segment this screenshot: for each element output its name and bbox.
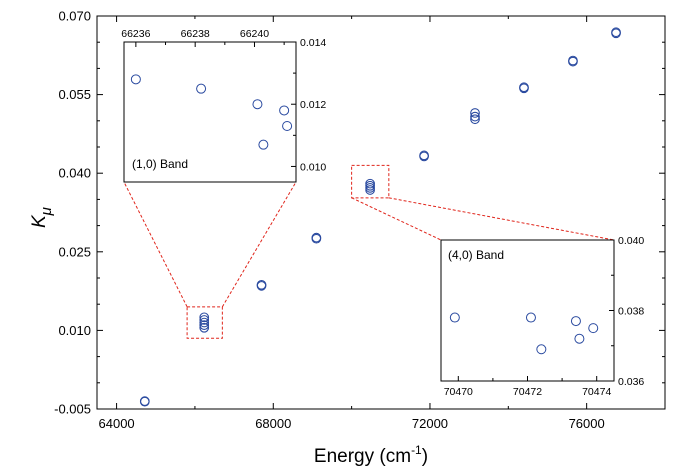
inset-x-tick-label: 66240 xyxy=(240,28,269,40)
data-point xyxy=(139,396,150,407)
inset-data-point xyxy=(525,312,536,323)
data-point xyxy=(199,312,210,323)
inset-y-tick-label: 0.012 xyxy=(300,99,326,111)
inset-data-point xyxy=(252,99,263,110)
inset-data-point xyxy=(574,333,585,344)
inset-y-tick-label: 0.014 xyxy=(300,37,326,49)
inset-4-0-band: 70470 70472 70474 0.036 0.038 0.040 (4,0) Band xyxy=(351,164,644,398)
data-point xyxy=(199,320,210,331)
inset-data-point xyxy=(279,105,290,116)
inset-x-tick-label: 66238 xyxy=(181,28,210,40)
y-tick-label: -0.005 xyxy=(54,402,91,417)
inset-data-point xyxy=(536,344,547,355)
data-point xyxy=(256,279,267,290)
x-tick-label: 68000 xyxy=(255,416,291,431)
data-point xyxy=(470,114,480,125)
inset-x-tick-label: 70472 xyxy=(513,386,542,398)
inset-y-tick-label: 0.040 xyxy=(618,235,644,247)
x-axis-label-end: ) xyxy=(422,446,428,467)
y-tick-label: 0.040 xyxy=(58,166,91,181)
x-tick-label: 76000 xyxy=(569,416,605,431)
data-point xyxy=(199,322,210,333)
inset-frame xyxy=(123,41,297,183)
data-point xyxy=(365,185,375,195)
inset-y-tick-label: 0.038 xyxy=(618,306,644,318)
inset-band-label: (4,0) Band xyxy=(448,248,504,262)
x-tick-label: 72000 xyxy=(412,416,448,431)
data-point xyxy=(470,108,480,118)
data-point xyxy=(199,315,210,325)
data-point xyxy=(611,27,621,38)
zoom-connector xyxy=(221,181,297,308)
inset-y-tick-label: 0.010 xyxy=(300,161,326,173)
x-tick-label: 64000 xyxy=(99,416,135,431)
y-axis-label-sub: μ xyxy=(38,207,55,216)
inset-band-label: (1,0) Band xyxy=(132,157,188,171)
inset-x-tick-label: 70470 xyxy=(444,386,473,398)
inset-data-point xyxy=(282,121,293,131)
y-axis-label-main: K xyxy=(29,214,50,228)
inset-frame xyxy=(440,239,615,382)
x-axis-label-main: Energy (cm xyxy=(314,446,411,467)
y-tick-label: 0.025 xyxy=(58,244,91,259)
inset-data-point xyxy=(449,312,460,323)
zoom-region-box xyxy=(186,306,223,339)
inset-x-tick-label: 70474 xyxy=(582,386,611,398)
data-point xyxy=(568,55,578,66)
inset-data-point xyxy=(258,139,269,150)
main-plot: 64000 68000 72000 76000 -0.005 0.010 0.025 0.04… xyxy=(54,9,666,431)
inset-data-point xyxy=(130,74,141,85)
zoom-connector xyxy=(388,197,615,241)
inset-data-point xyxy=(588,323,599,334)
data-point xyxy=(199,317,210,328)
x-axis-label: Energy (cm-1) xyxy=(314,443,428,467)
y-tick-label: 0.010 xyxy=(58,323,91,338)
inset-data-point xyxy=(196,83,207,94)
inset-data-point xyxy=(570,316,581,327)
y-tick-label: 0.055 xyxy=(58,87,91,102)
data-point xyxy=(419,150,429,161)
inset-x-tick-label: 66236 xyxy=(121,28,150,40)
inset-y-tick-label: 0.036 xyxy=(618,376,644,388)
zoom-connector xyxy=(351,197,442,241)
x-axis-label-sup: -1 xyxy=(411,443,422,457)
data-point xyxy=(519,82,529,93)
y-axis-label: Kμ xyxy=(29,207,55,228)
inset-1-0-band: 66236 66238 66240 0.010 0.012 0.014 (1,0) Band xyxy=(121,28,326,339)
zoom-connector xyxy=(123,181,188,308)
y-tick-label: 0.070 xyxy=(58,9,91,24)
plot-frame xyxy=(96,15,666,410)
data-point xyxy=(470,111,480,122)
data-point xyxy=(311,232,322,243)
